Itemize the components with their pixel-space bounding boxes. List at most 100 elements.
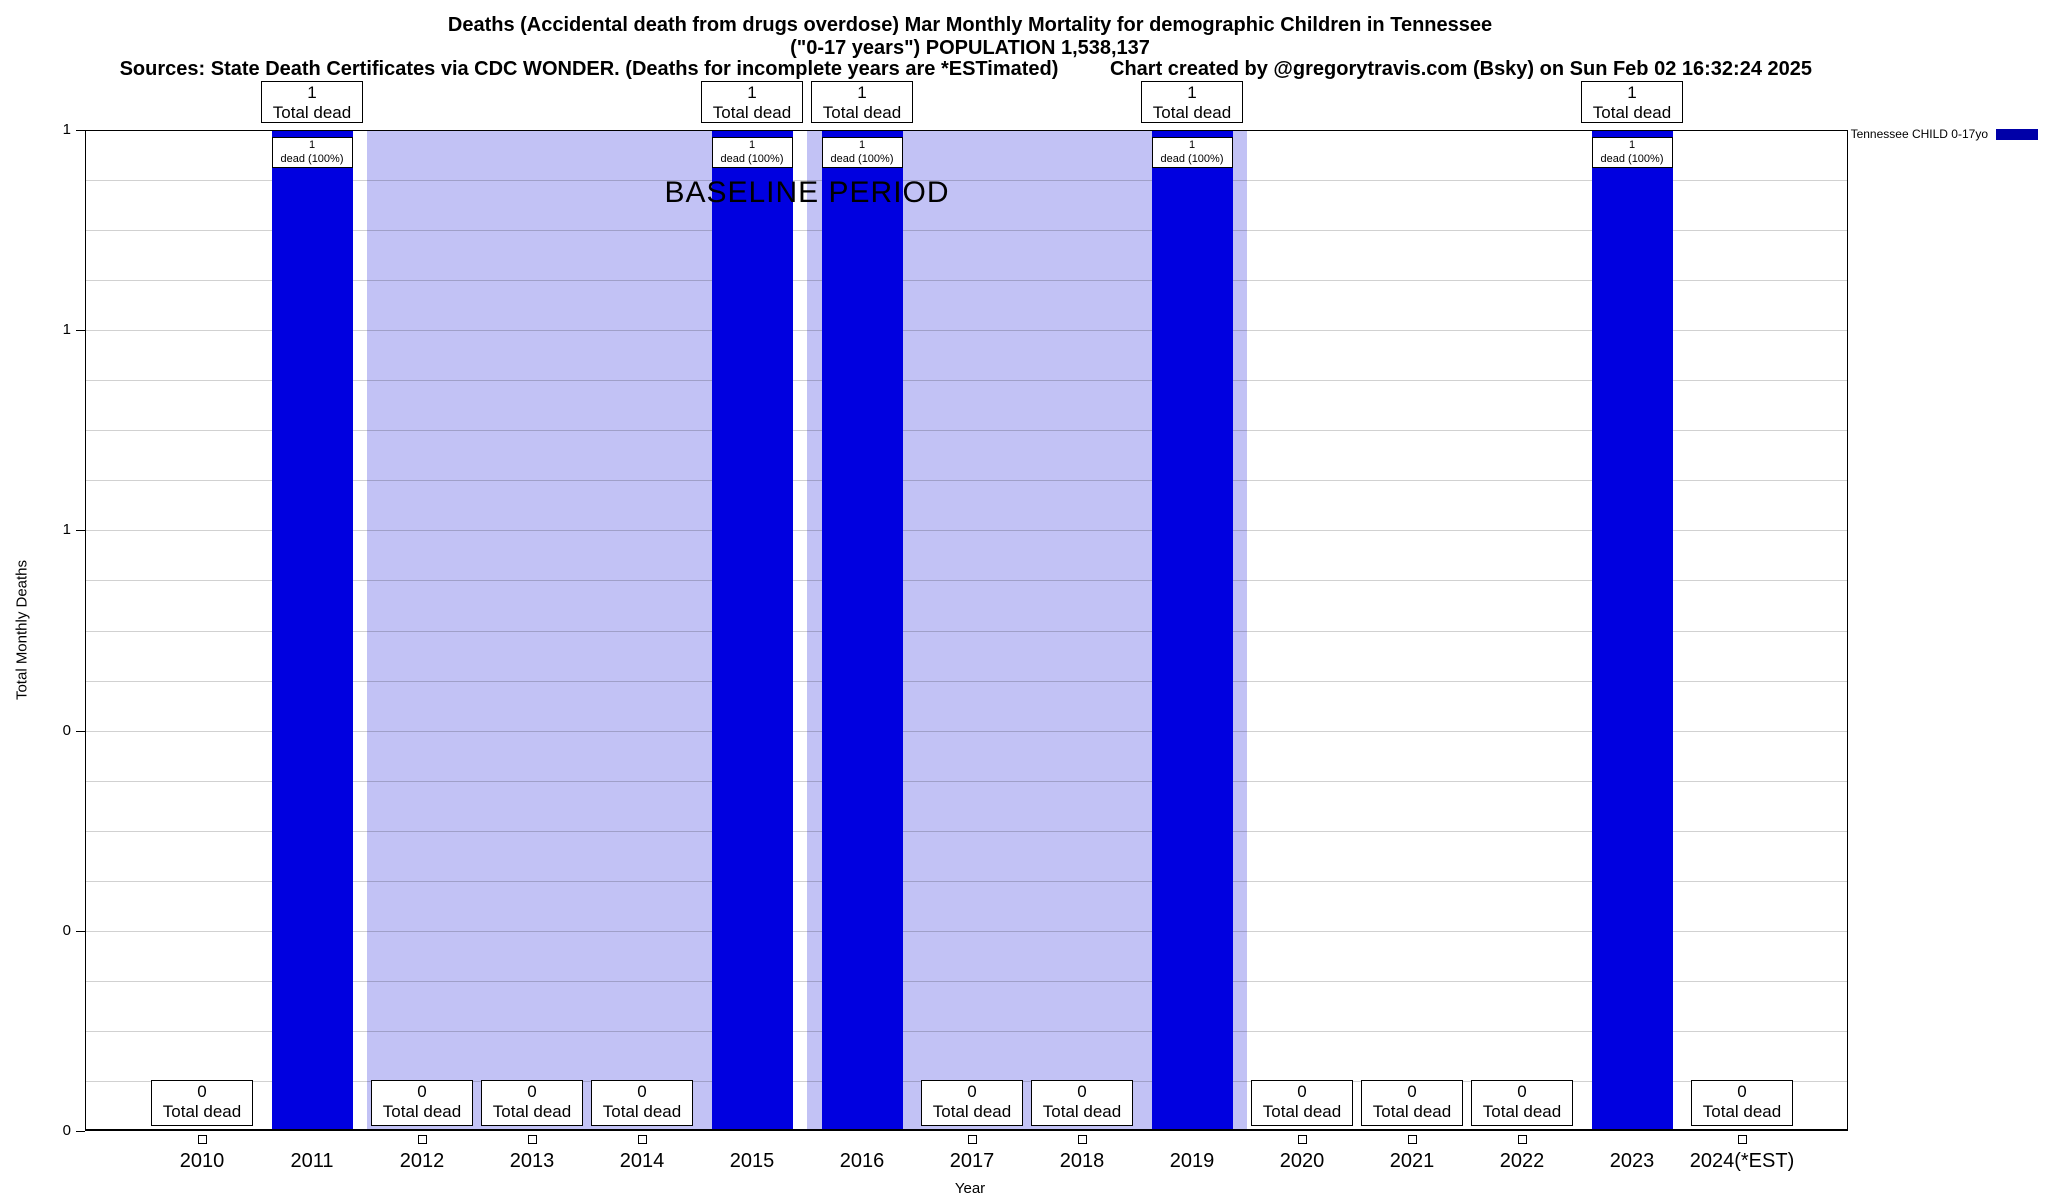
bar-inner-label: 1 dead (100%) [711,137,793,168]
baseline-gap [792,130,807,1131]
credit-note: Chart created by @gregorytravis.com (Bsk… [1110,58,1812,80]
x-tick-label: 2017 [949,1150,995,1172]
zero-dead-callout-text: 0 [1517,1082,1527,1101]
x-tick-label: 2024(*EST) [1689,1150,1795,1172]
zero-dead-callout-text: 0 [967,1082,977,1101]
zero-dead-callout: 0 Total dead [1251,1080,1353,1126]
zero-marker [1407,1135,1417,1144]
gridline [85,980,1848,982]
zero-dead-callout-text: 0 [527,1082,537,1101]
bar-inner-label-text: dead (100%) [1600,153,1664,165]
bar [1591,130,1673,1131]
y-axis-tick [76,1131,85,1132]
x-tick-label: 2014 [619,1150,665,1172]
zero-marker [1517,1135,1527,1144]
bar-inner-label: 1 dead (100%) [821,137,903,168]
gridline [85,330,1848,332]
zero-dead-callout: 0 Total dead [591,1080,693,1126]
zero-dead-callout-text: Total dead [382,1102,462,1121]
gridline [85,230,1848,232]
zero-dead-callout-text: Total dead [1042,1102,1122,1121]
zero-marker [1077,1135,1087,1144]
gridline [85,880,1848,882]
bar-inner-label-text: 1 [1188,139,1196,151]
legend: Tennessee CHILD 0-17yo [1851,127,2038,141]
baseline-period-label: BASELINE PERIOD [664,176,950,209]
y-tick-label: 1 [62,321,71,339]
zero-dead-callout-text: Total dead [1482,1102,1562,1121]
gridline [85,580,1848,582]
bar [271,130,353,1131]
y-tick-label: 0 [62,721,71,739]
zero-marker [1737,1135,1747,1144]
chart-title: Deaths (Accidental death from drugs over… [447,14,1493,36]
gridline [85,680,1848,682]
zero-marker [1297,1135,1307,1144]
zero-dead-callout: 0 Total dead [1471,1080,1573,1126]
total-dead-callout-text: Total dead [1152,103,1232,122]
chart-subtitle: ("0-17 years") POPULATION 1,538,137 [790,37,1150,59]
total-dead-callout: 1 Total dead [261,81,363,123]
zero-dead-callout-text: 0 [637,1082,647,1101]
bar-inner-label-text: 1 [748,139,756,151]
zero-dead-callout-text: 0 [1737,1082,1747,1101]
bar-inner-label-text: dead (100%) [280,153,344,165]
zero-dead-callout: 0 Total dead [481,1080,583,1126]
zero-dead-callout-text: 0 [1077,1082,1087,1101]
gridline [85,380,1848,382]
zero-dead-callout-text: Total dead [1372,1102,1452,1121]
zero-dead-callout-text: Total dead [602,1102,682,1121]
zero-dead-callout-text: 0 [417,1082,427,1101]
bar-inner-label-text: dead (100%) [720,153,784,165]
zero-dead-callout: 0 Total dead [371,1080,473,1126]
bar-inner-label-text: dead (100%) [1160,153,1224,165]
bar [821,130,903,1131]
gridline [85,1030,1848,1032]
zero-dead-callout: 0 Total dead [1361,1080,1463,1126]
y-tick-label: 1 [62,121,71,138]
gridline [85,430,1848,432]
x-tick-label: 2016 [839,1150,885,1172]
bar-inner-label-text: 1 [858,139,866,151]
zero-dead-callout-text: Total dead [1702,1102,1782,1121]
zero-dead-callout-text: Total dead [162,1102,242,1121]
total-dead-callout-text: 1 [307,83,317,102]
zero-marker [417,1135,427,1144]
zero-dead-callout-text: 0 [1407,1082,1417,1101]
total-dead-callout-text: 1 [1187,83,1197,102]
total-dead-callout: 1 Total dead [1581,81,1683,123]
bar-inner-label-text: 1 [308,139,316,151]
x-tick-label: 2022 [1499,1150,1545,1172]
bar-inner-label-text: 1 [1628,139,1636,151]
total-dead-callout-text: 1 [857,83,867,102]
total-dead-callout-text: Total dead [822,103,902,122]
x-axis-title: Year [954,1180,986,1197]
zero-marker [197,1135,207,1144]
x-tick-label: 2018 [1059,1150,1105,1172]
bar-inner-label: 1 dead (100%) [1151,137,1233,168]
x-tick-label: 2010 [179,1150,225,1172]
total-dead-callout-text: Total dead [272,103,352,122]
gridline [85,480,1848,482]
x-tick-label: 2020 [1279,1150,1325,1172]
y-axis-tick [76,330,85,332]
y-tick-label: 0 [62,1122,71,1139]
total-dead-callout-text: Total dead [712,103,792,122]
total-dead-callout-text: 1 [1627,83,1637,102]
zero-dead-callout-text: Total dead [932,1102,1012,1121]
x-tick-label: 2021 [1389,1150,1435,1172]
zero-dead-callout-text: 0 [1297,1082,1307,1101]
zero-dead-callout-text: Total dead [492,1102,572,1121]
total-dead-callout-text: 1 [747,83,757,102]
zero-dead-callout-text: Total dead [1262,1102,1342,1121]
bar [1151,130,1233,1131]
baseline-region [367,130,1247,1131]
x-tick-label: 2019 [1169,1150,1215,1172]
gridline [85,930,1848,932]
zero-marker [527,1135,537,1144]
x-tick-label: 2011 [290,1150,334,1172]
zero-dead-callout-text: 0 [197,1082,207,1101]
gridline [85,530,1848,532]
